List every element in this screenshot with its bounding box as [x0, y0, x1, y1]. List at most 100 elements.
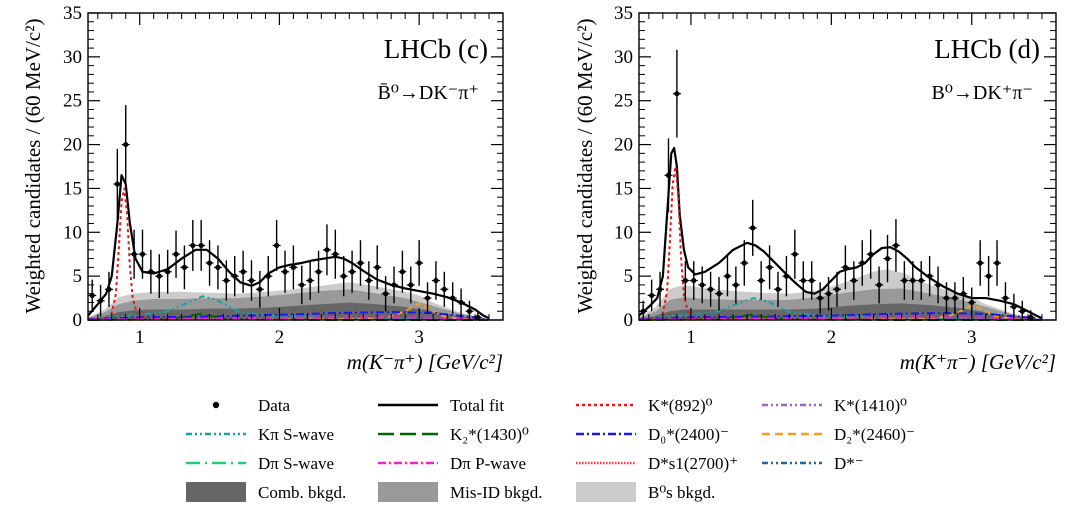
legend-label: D₂*(2460)⁻ [834, 425, 915, 444]
legend-entry: D₂*(2460)⁻ [762, 425, 915, 444]
panel-d-data-point [790, 229, 799, 279]
panel-c-curve-kstar892 [87, 187, 168, 321]
legend-symbol [212, 401, 220, 409]
panel-c-experiment-label: LHCb (c) [384, 34, 488, 64]
legend-entry: Data [212, 396, 291, 415]
panel-c-data-point [322, 224, 331, 276]
panel-d-ytick-label: 30 [614, 47, 633, 68]
panel-d-data-point [900, 261, 909, 300]
panel-d-data-point [908, 261, 917, 300]
panel-c-data-point [96, 284, 105, 317]
panel-d-data-point [706, 271, 715, 307]
panel-d-data-point [866, 229, 875, 279]
panel-c-data-point [440, 271, 449, 307]
panel-c-data-point [364, 261, 373, 300]
panel-d-ytick-label: 0 [624, 310, 634, 331]
legend-entry: D*s1(2700)⁺ [576, 454, 738, 473]
panel-d-data-point [757, 261, 766, 300]
panel-c-data-point [113, 148, 122, 220]
panel-c-ytick-label: 15 [63, 178, 82, 199]
panel-d-data-point [723, 255, 732, 297]
panel-c-data-point [138, 229, 147, 279]
panel-d-data-point [740, 240, 749, 286]
panel-c-ytick-label: 10 [63, 222, 82, 243]
panel-d-data-point [849, 261, 858, 300]
panel-d-decay-label: B⁰→DK⁺π⁻ [932, 82, 1033, 104]
panel-c-ytick-label: 0 [73, 310, 83, 331]
panel-d-data-point [942, 282, 951, 314]
panel-c-data-point [213, 245, 222, 290]
panel-d-data-point [883, 234, 892, 283]
panel-d-ytick-label: 10 [614, 222, 633, 243]
legend-entry: D*⁻ [762, 454, 864, 473]
legend-label: Total fit [450, 396, 504, 415]
panel-c-data-point [205, 240, 214, 286]
panel-d-data-point [672, 49, 681, 138]
panel-c-data-point [473, 310, 482, 320]
panel-d-data-point [875, 266, 884, 304]
panel-d-data-point [984, 255, 993, 297]
panel-d-data-point [824, 277, 833, 311]
panel-c-data-point [431, 261, 440, 300]
panel-c-data-point [457, 288, 466, 317]
panel-d-data-point [959, 277, 968, 311]
panel-c-data-point [130, 229, 139, 279]
panel-c-xtick-label: 3 [414, 327, 424, 348]
legend-label: D*s1(2700)⁺ [648, 454, 738, 473]
legend-entry: Dπ S-wave [186, 454, 334, 473]
panel-c-curve-total-fit [87, 174, 490, 320]
legend-entry: K₂*(1430)⁰ [378, 425, 529, 444]
panel-d-data-point [934, 266, 943, 304]
panel-c-data-point [146, 249, 155, 294]
legend-label: D₀*(2400)⁻ [648, 425, 729, 444]
panel-d-data-point [681, 261, 690, 300]
panel-d-data-point [731, 266, 740, 304]
panel-d-ytick-label: 25 [614, 91, 633, 112]
panel-c-data-point [163, 249, 172, 294]
legend-label: Dπ S-wave [258, 454, 334, 473]
legend-entry: K*(892)⁰ [576, 396, 713, 415]
panel-d-xtick-label: 1 [686, 327, 696, 348]
legend-entry: Comb. bkgd. [186, 482, 346, 502]
panel-d-data-point [765, 245, 774, 290]
legend-symbol [186, 482, 246, 502]
panel-d: 0 5 10 15 20 25 30 35 1 2 3 Weighted candidates / … [573, 3, 1057, 374]
panel-d-data-point [748, 199, 757, 256]
panel-d-data-point [664, 138, 673, 213]
panel-d-ytick-label: 15 [614, 178, 633, 199]
panel-d-data-point [891, 219, 900, 272]
panel-c-frame [87, 12, 504, 321]
panel-d-data-point [647, 279, 656, 312]
panel-c-data-point [306, 261, 315, 300]
panel-c: 0 5 10 15 20 25 30 35 1 2 3 Weighted candidates / … [21, 3, 504, 374]
panel-d-data-point [715, 277, 724, 311]
panel-c-data-point [180, 245, 189, 290]
panel-d-curve-total-fit [638, 146, 1043, 320]
panel-d-ytick-label: 20 [614, 135, 633, 156]
panel-c-data-point [222, 260, 231, 301]
panel-c-data-point [314, 250, 323, 293]
legend-label: K*(892)⁰ [648, 396, 713, 415]
panel-c-data-point [188, 220, 197, 271]
legend-entry: Mis-ID bkgd. [378, 482, 543, 502]
panel-c-data-point [381, 276, 390, 312]
panel-c-ytick-label: 25 [63, 91, 82, 112]
panel-c-ytick-label: 35 [63, 3, 82, 24]
panel-d-data-point [807, 261, 816, 300]
panel-c-xtick-label: 1 [135, 327, 145, 348]
legend-label: Kπ S-wave [258, 425, 334, 444]
panel-d-data-point [1026, 310, 1035, 320]
panel-c-xlabel: m(K⁻π⁺) [GeV/c²] [347, 350, 503, 374]
panel-d-xlabel: m(K⁺π⁻) [GeV/c²] [900, 350, 1056, 374]
panel-c-data-point [272, 220, 281, 271]
panel-c-data-point [264, 255, 273, 297]
panel-c-data-point [448, 282, 457, 314]
panel-c-data-point [281, 250, 290, 293]
panel-d-data-point [816, 282, 825, 314]
panel-c-data-point [348, 250, 357, 293]
legend-label: K₂*(1430)⁰ [450, 425, 529, 444]
panel-c-decay-label: B̄⁰→DK⁻π⁺ [378, 82, 479, 104]
panel-c-data-point [297, 265, 306, 305]
panel-c-data-point [406, 266, 415, 304]
panel-d-data-point [993, 240, 1002, 286]
